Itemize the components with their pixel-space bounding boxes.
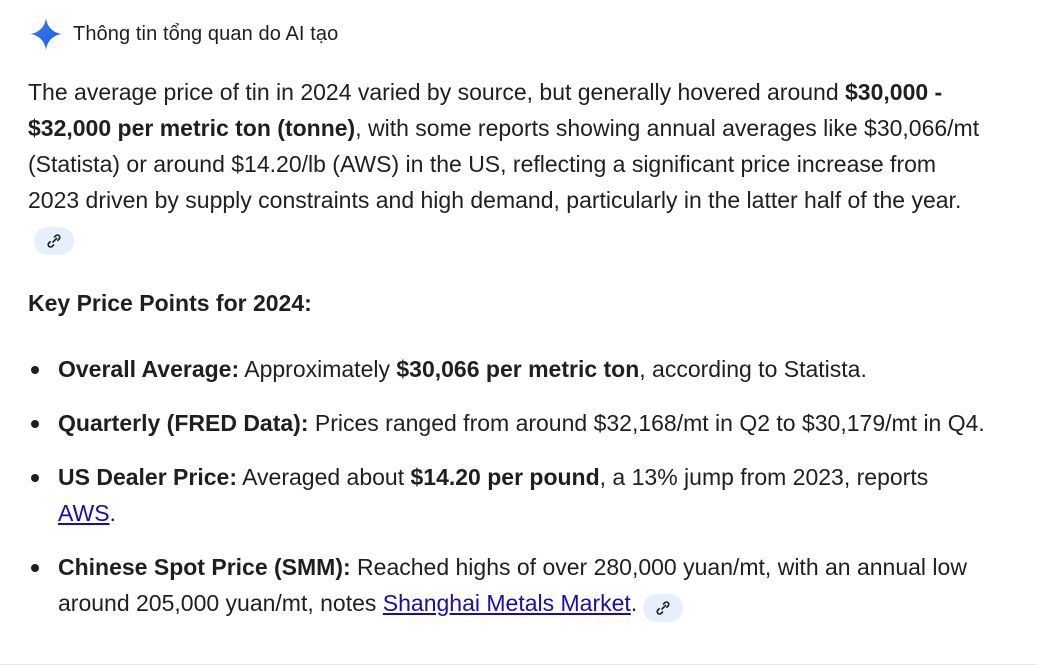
citation-link-button[interactable] — [643, 594, 684, 622]
point-text: Averaged about — [236, 464, 411, 490]
sparkle-icon — [28, 16, 64, 52]
citation-link-button[interactable] — [34, 227, 74, 255]
point-label: Chinese Spot Price (SMM): — [58, 554, 351, 580]
list-item-overall-average: Overall Average: Approximately $30,066 p… — [28, 351, 988, 387]
point-label: Quarterly (FRED Data): — [58, 410, 309, 436]
point-label: Overall Average: — [58, 356, 240, 382]
point-text: Reached highs of over 280,000 yuan/mt, w… — [58, 554, 967, 616]
section-title: Key Price Points for 2024: — [28, 290, 312, 316]
intro-paragraph: The average price of tin in 2024 varied … — [28, 74, 988, 255]
ai-overview-header: Thông tin tổng quan do AI tạo — [28, 14, 338, 54]
point-text: Prices ranged from around $32,168/mt in … — [308, 410, 985, 436]
point-bold: $30,066 per metric ton — [396, 356, 640, 382]
shanghai-metals-market-link[interactable]: Shanghai Metals Market — [382, 590, 631, 616]
intro-text-2: , with some reports showing annual avera… — [28, 115, 980, 213]
aws-link[interactable]: AWS — [58, 500, 110, 526]
link-icon — [47, 234, 61, 248]
link-icon — [656, 601, 670, 615]
point-bold: $14.20 per pound — [410, 464, 600, 490]
point-text: , according to Statista. — [639, 356, 867, 382]
ai-overview-content: The average price of tin in 2024 varied … — [28, 74, 988, 640]
price-points-list: Overall Average: Approximately $30,066 p… — [28, 351, 988, 622]
list-item-chinese-spot-price: Chinese Spot Price (SMM): Reached highs … — [28, 549, 988, 622]
intro-text-1: The average price of tin in 2024 varied … — [28, 79, 846, 105]
list-item-us-dealer-price: US Dealer Price: Averaged about $14.20 p… — [28, 459, 988, 531]
point-text: , a 13% jump from 2023, reports — [599, 464, 929, 490]
point-label: US Dealer Price: — [58, 464, 237, 490]
point-text: . — [109, 500, 116, 526]
list-item-quarterly: Quarterly (FRED Data): Prices ranged fro… — [28, 405, 988, 441]
ai-overview-title: Thông tin tổng quan do AI tạo — [73, 22, 339, 45]
point-text: . — [630, 590, 638, 616]
intro-bold: $30,000 - $32,000 per metric ton (tonne) — [28, 79, 943, 141]
point-text: Approximately — [239, 356, 397, 382]
